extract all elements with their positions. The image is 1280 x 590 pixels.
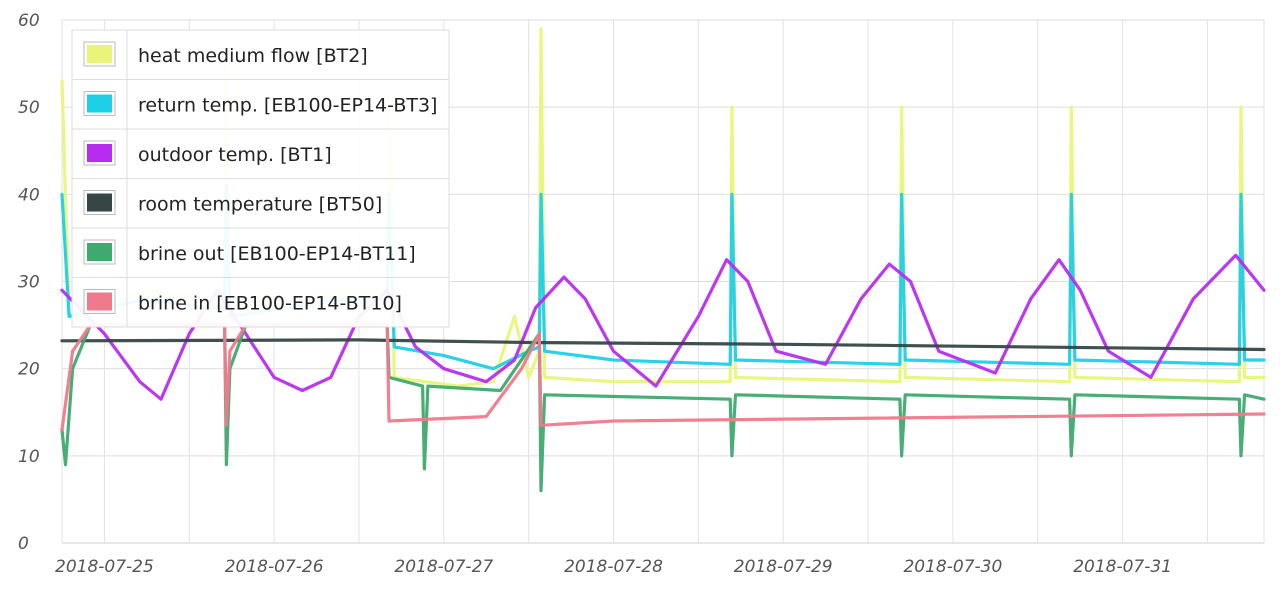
legend-swatch [87,94,112,113]
legend-label: room temperature [BT50] [138,194,382,216]
legend-label: heat medium flow [BT2] [138,45,368,67]
y-tick-label: 0 [18,534,29,554]
legend-swatch [87,292,112,311]
legend-label: return temp. [EB100-EP14-BT3] [138,95,437,117]
series-line-5 [60,323,1266,493]
x-tick-label: 2018-07-30 [903,557,1002,577]
legend: heat medium flow [BT2] return temp. [EB10… [71,29,450,328]
series-line-4 [60,338,1266,352]
y-tick-label: 40 [18,185,40,205]
y-tick-label: 60 [18,11,40,31]
y-axis: 0 10 20 30 40 50 60 [18,11,40,554]
x-tick-label: 2018-07-26 [225,557,324,577]
x-tick-label: 2018-07-25 [55,557,154,577]
legend-label: outdoor temp. [BT1] [138,144,332,166]
x-axis: 2018-07-25 2018-07-26 2018-07-27 2018-07-28… [55,557,1172,577]
legend-swatch [87,193,112,212]
x-tick-label: 2018-07-31 [1073,557,1172,577]
x-tick-label: 2018-07-27 [394,557,493,577]
legend-swatch [87,144,112,162]
legend-swatch [87,45,112,63]
legend-swatch [87,243,112,261]
x-tick-label: 2018-07-29 [734,557,833,577]
series-line-3 [60,253,1266,401]
x-tick-label: 2018-07-28 [564,557,663,577]
legend-label: brine out [EB100-EP14-BT11] [138,243,416,265]
y-tick-label: 10 [18,447,40,467]
y-tick-label: 20 [18,360,40,380]
y-tick-label: 30 [18,273,40,293]
legend-label: brine in [EB100-EP14-BT10] [138,293,402,315]
y-tick-label: 50 [18,98,40,118]
